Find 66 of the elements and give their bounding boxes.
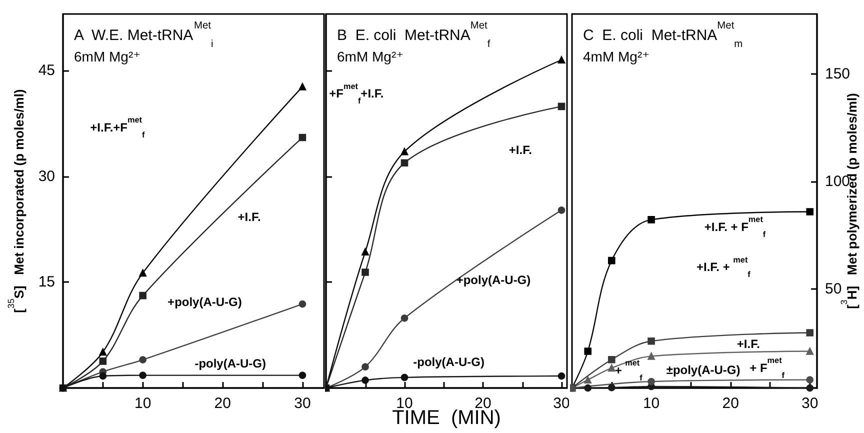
- text: 6mM Mg²⁺: [337, 48, 404, 64]
- y-tick-label: 15: [38, 274, 55, 291]
- point: [648, 337, 655, 345]
- annotation: ±poly(A-U-G): [666, 362, 740, 377]
- point: [362, 363, 369, 370]
- x-tick-label: 30: [553, 395, 570, 412]
- point: [139, 292, 146, 300]
- point: [362, 248, 369, 256]
- point: [99, 358, 107, 365]
- x-tick-label: 30: [294, 395, 311, 412]
- point: [608, 356, 616, 364]
- point: [584, 384, 592, 392]
- point: [400, 148, 408, 156]
- annotation: +I.F. + metf: [696, 255, 751, 280]
- point: [298, 372, 306, 379]
- y2-tick-label: 50: [825, 280, 842, 298]
- point: [806, 208, 814, 216]
- annotation: -poly(A-U-G): [413, 354, 484, 369]
- point: [298, 300, 306, 308]
- point: [400, 159, 408, 167]
- x-axis-title: TIME (MIN): [392, 407, 501, 429]
- point: [298, 134, 306, 142]
- annotation: +I.F.: [508, 143, 532, 158]
- point: [139, 269, 146, 277]
- point: [806, 329, 814, 336]
- point: [806, 384, 814, 392]
- annotation: -poly(A-U-G): [194, 356, 266, 370]
- y-tick-label: 45: [38, 62, 55, 79]
- point: [139, 356, 146, 364]
- x-tick-label: 30: [802, 395, 818, 412]
- point: [99, 348, 107, 356]
- point: [608, 384, 616, 392]
- point: [139, 372, 146, 379]
- point: [608, 364, 616, 372]
- point: [400, 314, 408, 322]
- point: [608, 256, 616, 264]
- text: 4mM Mg²⁺: [583, 48, 650, 64]
- point: [558, 102, 566, 110]
- point: [362, 268, 369, 276]
- point: [362, 376, 369, 384]
- x-tick-label: 10: [134, 395, 152, 412]
- annotation: +poly(A-U-G): [456, 273, 531, 288]
- x-tick-label: 20: [214, 395, 231, 412]
- point: [648, 216, 655, 224]
- point: [400, 374, 408, 382]
- point: [298, 83, 306, 90]
- point: [806, 348, 814, 355]
- text: 6mM Mg²⁺: [74, 48, 140, 64]
- annotation: +I.F.: [736, 336, 760, 351]
- point: [584, 348, 592, 355]
- point: [648, 352, 655, 360]
- point: [558, 372, 566, 380]
- point: [584, 376, 592, 384]
- x-tick-label: 20: [722, 395, 739, 412]
- point: [648, 378, 655, 386]
- annotation: +I.F.: [238, 210, 261, 224]
- annotation: +poly(A-U-G): [168, 294, 242, 309]
- y2-tick-label: 150: [825, 66, 850, 83]
- annotation: + metf: [614, 358, 643, 382]
- point: [558, 206, 566, 214]
- point: [558, 56, 566, 64]
- point: [99, 372, 107, 380]
- y-axis-title: [35S] Met incorporated (p moles/ml): [6, 89, 26, 313]
- point: [806, 376, 814, 384]
- x-tick-label: 10: [642, 395, 660, 412]
- y-tick-label: 30: [38, 168, 55, 185]
